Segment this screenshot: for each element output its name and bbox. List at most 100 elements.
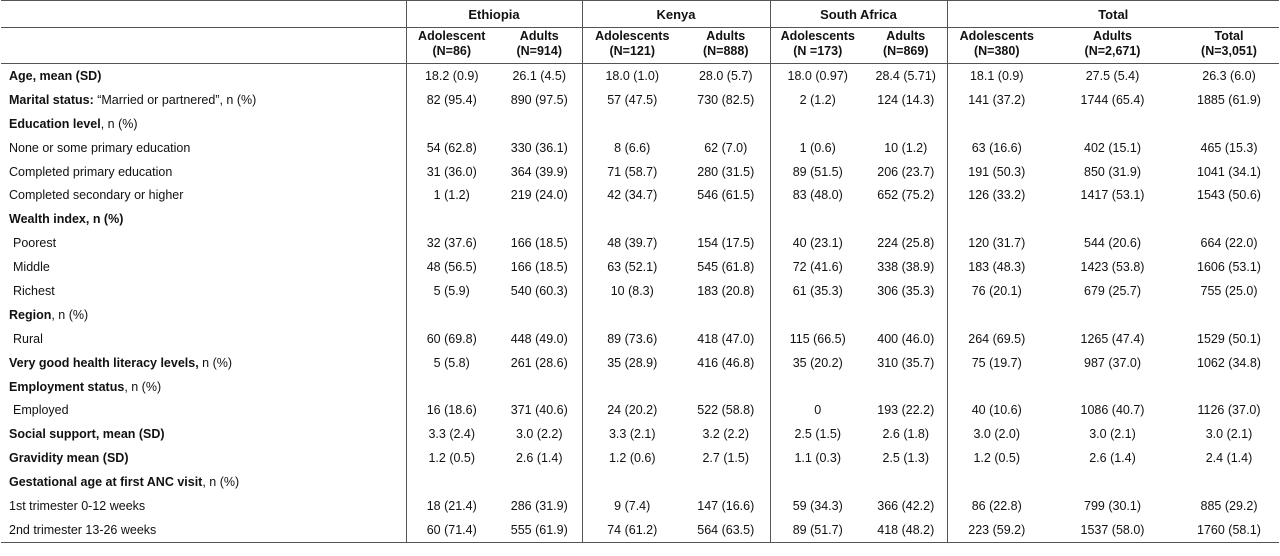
row-label-bold: Social support, mean (SD) bbox=[9, 427, 165, 442]
row-label: None or some primary education bbox=[1, 135, 407, 160]
row-label: 1st trimester 0-12 weeks bbox=[1, 494, 407, 518]
table-row: Education level, n (%) bbox=[1, 111, 1279, 136]
table-cell: 1606 (53.1) bbox=[1197, 260, 1261, 275]
table-cell: 310 (35.7) bbox=[865, 350, 948, 375]
row-label-text: Poorest bbox=[13, 236, 57, 251]
table-cell bbox=[406, 207, 497, 231]
group-header-kenya: Kenya bbox=[582, 0, 771, 28]
subheader-blank bbox=[1, 27, 407, 64]
table-cell bbox=[682, 470, 771, 495]
table-cell: 544 (20.6) bbox=[1084, 236, 1141, 251]
table-cell bbox=[582, 470, 682, 494]
table-cell bbox=[770, 303, 865, 327]
table-cell: 124 (14.3) bbox=[865, 87, 948, 112]
table-cell: 3.0 (2.2) bbox=[497, 422, 583, 447]
table-cell: 3.3 (2.1) bbox=[608, 427, 656, 442]
table-cell: 18.0 (0.97) bbox=[787, 68, 848, 83]
row-label: Region, n (%) bbox=[1, 302, 407, 327]
table-row: Gestational age at first ANC visit, n (%… bbox=[1, 470, 1279, 495]
table-row: Completed secondary or higher 1 (1.2) 219 … bbox=[1, 183, 1279, 208]
table-cell: 2.6 (1.8) bbox=[865, 422, 948, 447]
row-label: Completed primary education bbox=[1, 159, 407, 184]
table-cell: 3.3 (2.4) bbox=[428, 427, 476, 442]
table-cell bbox=[865, 302, 948, 327]
table-cell: 3.0 (2.0) bbox=[973, 427, 1021, 442]
table-cell bbox=[865, 374, 948, 399]
table-cell: 18.0 (1.0) bbox=[605, 68, 659, 83]
table-cell: 89 (51.5) bbox=[792, 164, 843, 179]
table-cell: 89 (51.7) bbox=[770, 517, 865, 543]
table-cell: 154 (17.5) bbox=[682, 231, 771, 256]
row-label-text: Completed secondary or higher bbox=[9, 188, 184, 203]
table-row: Region, n (%) bbox=[1, 302, 1279, 327]
subheader-kenya-adolescents: Adolescents (N=121) bbox=[582, 27, 682, 64]
row-label-bold: Education level bbox=[9, 116, 101, 131]
table-cell bbox=[1046, 207, 1179, 231]
table-cell: 59 (34.3) bbox=[792, 498, 843, 513]
table-cell: 82 (95.4) bbox=[426, 92, 477, 107]
row-label: Employment status, n (%) bbox=[1, 374, 407, 399]
table-cell: 2 (1.2) bbox=[799, 92, 836, 107]
table-cell bbox=[770, 207, 865, 231]
table-cell: 1086 (40.7) bbox=[1080, 403, 1145, 418]
table-cell bbox=[865, 111, 948, 136]
table-cell: 1744 (65.4) bbox=[1080, 92, 1145, 107]
table-cell: 1062 (34.8) bbox=[1197, 355, 1261, 370]
row-label: Richest bbox=[1, 279, 407, 303]
table-cell: 402 (15.1) bbox=[1084, 140, 1141, 155]
table-cell: 465 (15.3) bbox=[1200, 140, 1258, 155]
table-cell bbox=[947, 303, 1046, 327]
table-cell: 3.0 (2.1) bbox=[1205, 427, 1253, 442]
table-cell: 31 (36.0) bbox=[426, 164, 477, 179]
table-cell: 1126 (37.0) bbox=[1197, 403, 1261, 418]
table-cell: 2.6 (1.4) bbox=[497, 446, 583, 471]
table-row: Age, mean (SD) 18.2 (0.9) 26.1 (4.5) 18.0 (… bbox=[1, 63, 1279, 88]
subheader-kenya-adults: Adults (N=888) bbox=[682, 27, 771, 64]
table-cell: 1417 (53.1) bbox=[1080, 188, 1145, 203]
table-cell: 141 (37.2) bbox=[968, 92, 1026, 107]
table-cell: 1885 (61.9) bbox=[1197, 92, 1261, 107]
group-header-south-africa: South Africa bbox=[770, 0, 948, 28]
table-row: Poorest 32 (37.6) 166 (18.5) 48 (39.7) 154 (… bbox=[1, 231, 1279, 256]
table-row: Gravidity mean (SD) 1.2 (0.5) 2.6 (1.4) 1.2… bbox=[1, 446, 1279, 471]
table-cell: 223 (59.2) bbox=[947, 517, 1046, 543]
table-cell: 18.2 (0.9) bbox=[424, 68, 479, 83]
row-label-text: None or some primary education bbox=[9, 140, 191, 155]
table-cell: 664 (22.0) bbox=[1200, 236, 1258, 251]
table-cell: 418 (47.0) bbox=[682, 326, 771, 351]
table-cell: 987 (37.0) bbox=[1084, 355, 1141, 370]
table-cell: 115 (66.5) bbox=[789, 331, 846, 346]
table-cell: 1265 (47.4) bbox=[1080, 331, 1145, 346]
table-cell: 63 (16.6) bbox=[971, 140, 1022, 155]
table-cell bbox=[497, 207, 583, 232]
table-cell: 679 (25.7) bbox=[1084, 283, 1141, 298]
table-cell bbox=[406, 470, 497, 494]
table-cell: 83 (48.0) bbox=[792, 188, 843, 203]
row-label: Completed secondary or higher bbox=[1, 183, 407, 208]
row-label-text: , n (%) bbox=[51, 307, 89, 322]
subgroup-header-row: Adolescent (N=86) Adults (N=914) Adolescen… bbox=[1, 27, 1280, 64]
row-label: Age, mean (SD) bbox=[1, 63, 407, 88]
table-cell: 40 (10.6) bbox=[971, 403, 1022, 418]
header-blank bbox=[1, 0, 407, 28]
table-cell: 1537 (58.0) bbox=[1046, 517, 1179, 543]
table-cell: 264 (69.5) bbox=[968, 331, 1026, 346]
demographics-table: Ethiopia Kenya South Africa Total Adoles… bbox=[1, 0, 1280, 543]
table-row: Very good health literacy levels, n (%) 5… bbox=[1, 350, 1279, 375]
subheader-total-adolescents: Adolescents (N=380) bbox=[947, 27, 1046, 64]
table-row: Completed primary education 31 (36.0) 364 … bbox=[1, 159, 1279, 184]
row-label-bold: Employment status bbox=[9, 379, 125, 394]
row-label-text: Middle bbox=[13, 260, 50, 275]
table-cell: 799 (30.1) bbox=[1084, 498, 1141, 513]
table-row: Marital status: “Married or partnered”, … bbox=[1, 87, 1279, 112]
table-cell: 416 (46.8) bbox=[682, 350, 771, 375]
row-label-bold: Marital status: bbox=[9, 92, 94, 107]
subheader-ethiopia-adults: Adults (N=914) bbox=[497, 27, 583, 64]
table-cell: 120 (31.7) bbox=[968, 236, 1026, 251]
table-cell bbox=[682, 207, 771, 232]
table-cell: 27.5 (5.4) bbox=[1085, 68, 1140, 83]
table-cell: 54 (62.8) bbox=[426, 140, 477, 155]
table-cell: 652 (75.2) bbox=[865, 183, 948, 208]
table-cell: 126 (33.2) bbox=[968, 188, 1026, 203]
table-cell: 86 (22.8) bbox=[971, 498, 1022, 513]
